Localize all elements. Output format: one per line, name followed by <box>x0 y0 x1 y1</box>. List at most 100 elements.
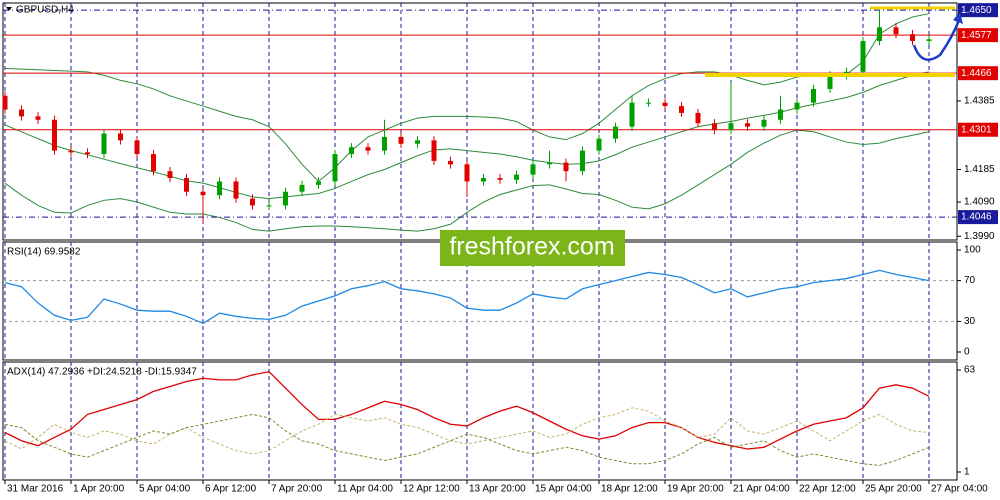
x-tick-label: 27 Apr 04:00 <box>931 484 988 495</box>
candle-body <box>118 133 123 141</box>
candle-body <box>382 136 387 151</box>
level-label: 1.4650 <box>961 5 992 16</box>
watermark-box <box>440 230 625 266</box>
candle-body <box>712 123 717 131</box>
symbol-marker <box>6 7 12 11</box>
candle-body <box>547 162 552 165</box>
level-label: 1.4046 <box>961 212 992 223</box>
level-box <box>958 28 998 43</box>
candle-body <box>349 147 354 155</box>
candle-body <box>415 140 420 144</box>
candle-body <box>679 106 684 113</box>
candle-body <box>464 164 470 182</box>
candle-body <box>811 88 816 103</box>
x-tick-label: 13 Apr 20:00 <box>469 484 526 495</box>
y-tick-label: 0 <box>964 347 970 358</box>
candle-body <box>398 136 404 144</box>
annotation-arrowhead <box>953 12 963 24</box>
candle-body <box>316 181 321 185</box>
candle-body <box>167 171 173 179</box>
y-tick-label: 1 <box>964 467 970 478</box>
candle-body <box>151 154 156 172</box>
candle-body <box>646 102 651 104</box>
y-tick-label: 30 <box>964 316 976 327</box>
x-tick-label: 31 Mar 2016 <box>7 484 64 495</box>
band-line <box>4 13 930 183</box>
y-tick-label: 1.3990 <box>964 231 995 242</box>
candle-body <box>217 181 222 196</box>
x-tick-label: 19 Apr 20:00 <box>667 484 724 495</box>
candle-body <box>563 162 569 172</box>
level-box <box>958 122 998 137</box>
x-tick-label: 15 Apr 04:00 <box>535 484 592 495</box>
x-tick-label: 22 Apr 12:00 <box>799 484 856 495</box>
candle-body <box>860 40 866 72</box>
candle-body <box>745 123 750 127</box>
candle-body <box>893 27 899 35</box>
x-tick-label: 18 Apr 12:00 <box>601 484 658 495</box>
candle-body <box>580 150 585 172</box>
candle-body <box>52 119 57 151</box>
plot-layer: 1.3990 1.4090 1.4185 1.4385 31 Mar 2016 1 Apr… <box>2 3 998 495</box>
series-line <box>4 370 930 450</box>
candle-body <box>530 164 536 175</box>
candle-body <box>85 152 90 155</box>
x-tick-label: 5 Apr 04:00 <box>139 484 191 495</box>
x-tick-label: 1 Apr 20:00 <box>73 484 125 495</box>
series-line <box>4 413 930 466</box>
candle-body <box>761 119 767 127</box>
candle-body <box>695 112 701 124</box>
candle-body <box>596 138 602 151</box>
x-tick-label: 6 Apr 12:00 <box>205 484 257 495</box>
candle-body <box>794 102 800 110</box>
level-label: 1.4577 <box>961 30 992 41</box>
x-tick-label: 21 Apr 04:00 <box>733 484 790 495</box>
level-label: 1.4301 <box>961 124 992 135</box>
candle-body <box>910 34 915 41</box>
candle-body <box>250 198 255 206</box>
x-tick-label: 25 Apr 20:00 <box>865 484 922 495</box>
y-tick-label: 1.4090 <box>964 197 995 208</box>
candle-body <box>728 123 734 131</box>
candle-body <box>629 102 635 127</box>
candle-body <box>431 140 437 161</box>
annotation-arrow <box>912 17 962 61</box>
x-tick-label: 7 Apr 20:00 <box>271 484 323 495</box>
candle-body <box>778 109 783 120</box>
candle-body <box>19 109 24 117</box>
candle-body <box>134 140 140 155</box>
candle-body <box>662 102 668 107</box>
band-line <box>4 71 930 200</box>
band-line <box>4 129 930 232</box>
series-line <box>4 269 930 325</box>
y-tick-label: 100 <box>964 245 981 256</box>
chart-title: GBPUSD,H4 <box>16 5 74 16</box>
candle-body <box>877 27 882 41</box>
candle-body <box>299 184 305 192</box>
y-tick-label: 1.4185 <box>964 164 995 175</box>
candle-body <box>497 178 503 180</box>
level-box <box>958 66 998 81</box>
x-tick-label: 12 Apr 12:00 <box>403 484 460 495</box>
y-tick-label: 1.4385 <box>964 96 995 107</box>
candle-body <box>2 95 8 110</box>
candle-body <box>266 205 272 207</box>
y-tick-label: 63 <box>964 365 976 376</box>
level-box <box>958 210 998 225</box>
candle-body <box>365 147 371 151</box>
y-tick-label: 70 <box>964 275 976 286</box>
candle-body <box>332 154 338 182</box>
candle-body <box>514 174 519 180</box>
candle-body <box>448 160 453 165</box>
chart-title: ADX(14) 47.2936 +DI:24.5218 -DI:15.9347 <box>7 367 197 378</box>
candle-body <box>68 150 74 153</box>
candle-body <box>200 191 206 196</box>
candle-body <box>101 133 107 155</box>
level-label: 1.4466 <box>961 68 992 79</box>
candle-body <box>184 178 189 192</box>
level-box <box>958 3 998 18</box>
candle-body <box>926 39 932 41</box>
candle-body <box>283 191 288 206</box>
chart-title: RSI(14) 69.9582 <box>7 247 81 258</box>
